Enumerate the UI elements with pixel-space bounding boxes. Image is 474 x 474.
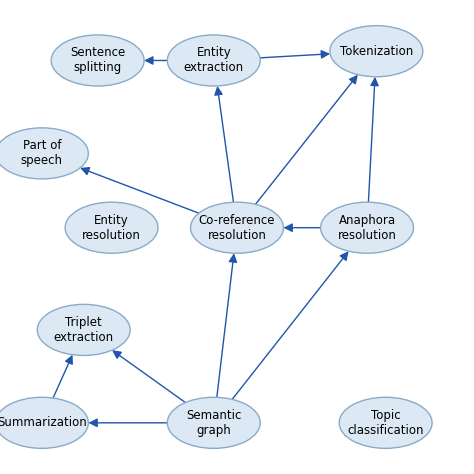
Text: Semantic
graph: Semantic graph bbox=[186, 409, 241, 437]
Ellipse shape bbox=[167, 35, 260, 86]
Ellipse shape bbox=[191, 202, 283, 253]
Ellipse shape bbox=[65, 202, 158, 253]
Ellipse shape bbox=[37, 304, 130, 356]
Text: Tokenization: Tokenization bbox=[340, 45, 413, 58]
Text: Sentence
splitting: Sentence splitting bbox=[70, 46, 125, 74]
Ellipse shape bbox=[167, 397, 260, 448]
Ellipse shape bbox=[320, 202, 413, 253]
Text: Triplet
extraction: Triplet extraction bbox=[54, 316, 114, 344]
Text: Entity
resolution: Entity resolution bbox=[82, 214, 141, 242]
Text: Part of
speech: Part of speech bbox=[21, 139, 63, 167]
Text: Topic
classification: Topic classification bbox=[347, 409, 424, 437]
Ellipse shape bbox=[51, 35, 144, 86]
Text: Entity
extraction: Entity extraction bbox=[184, 46, 244, 74]
Ellipse shape bbox=[339, 397, 432, 448]
Ellipse shape bbox=[0, 397, 88, 448]
Ellipse shape bbox=[0, 128, 88, 179]
Text: Anaphora
resolution: Anaphora resolution bbox=[337, 214, 397, 242]
Text: Co-reference
resolution: Co-reference resolution bbox=[199, 214, 275, 242]
Ellipse shape bbox=[330, 26, 423, 77]
Text: Summarization: Summarization bbox=[0, 416, 87, 429]
